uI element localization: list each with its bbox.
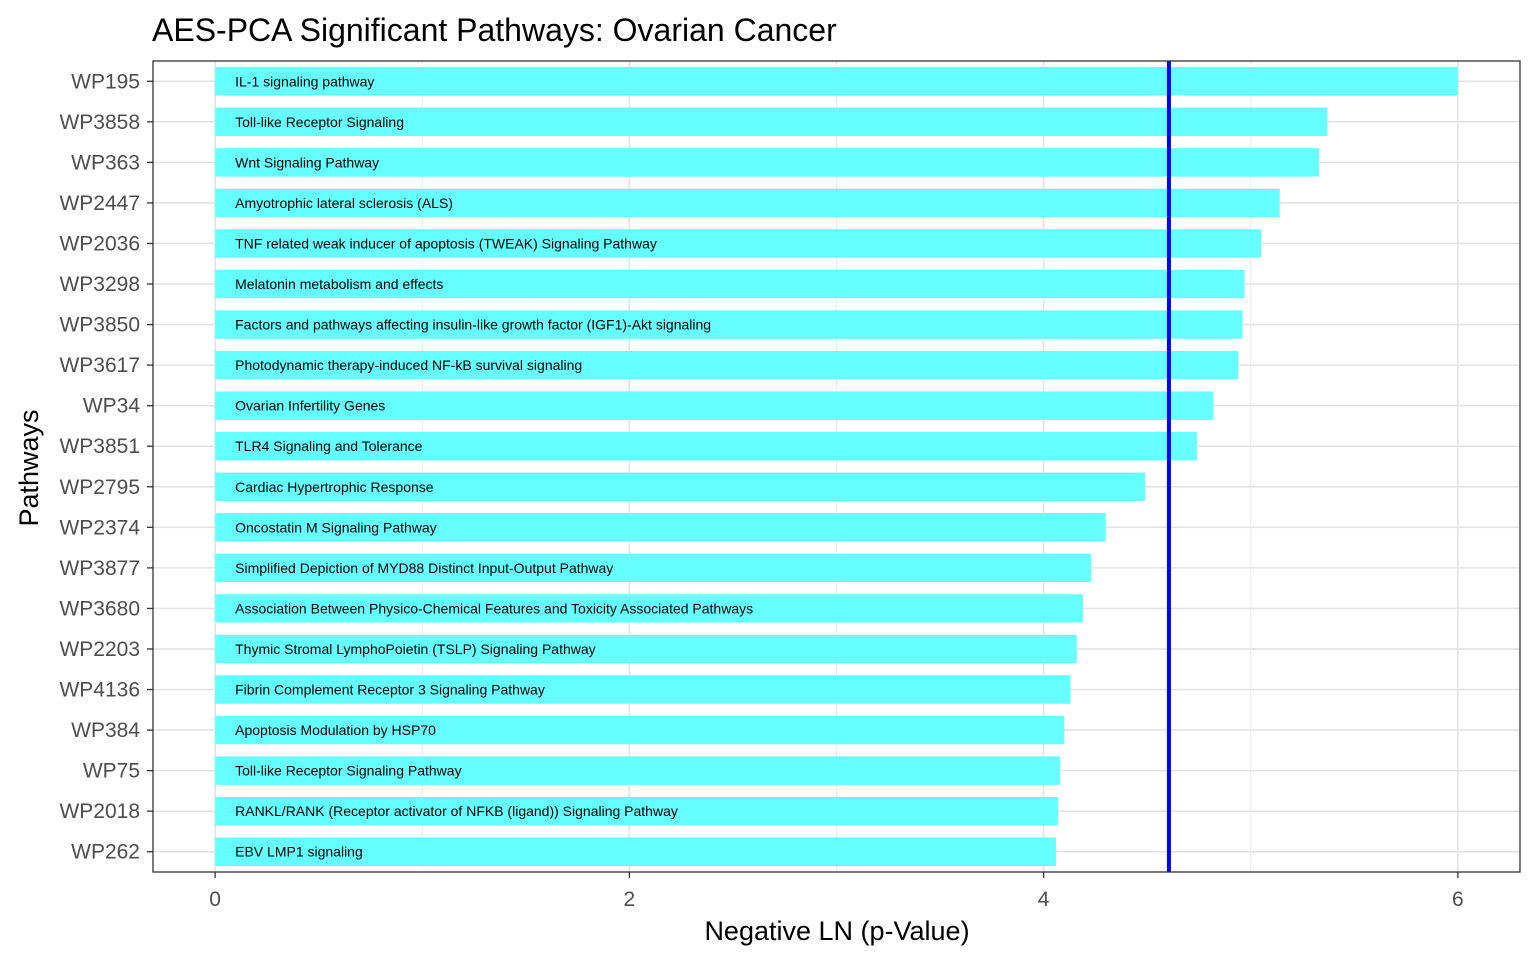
bar (215, 675, 1071, 704)
y-tick-label: WP2018 (59, 800, 140, 823)
bar-label: TLR4 Signaling and Tolerance (235, 438, 423, 454)
grid (153, 61, 1520, 872)
y-tick-label: WP2447 (59, 192, 140, 215)
bar-labels: IL-1 signaling pathway Toll-like Receptor… (235, 73, 753, 859)
y-tick-label: WP363 (71, 151, 140, 174)
bar (215, 796, 1059, 826)
bar-label: Wnt Signaling Pathway (235, 154, 379, 170)
bar-label: IL-1 signaling pathway (235, 73, 374, 89)
x-tick-label: 2 (624, 888, 636, 911)
bar-label: Amyotrophic lateral sclerosis (ALS) (235, 195, 453, 211)
x-axis-title: Negative LN (p-Value) (704, 916, 969, 946)
bar (215, 269, 1245, 299)
bar-label: Cardiac Hypertrophic Response (235, 479, 434, 495)
bar (215, 67, 1458, 96)
y-tick-label: WP262 (71, 841, 140, 864)
y-tick-label: WP3850 (59, 314, 140, 337)
y-tick-label: WP2036 (59, 232, 140, 255)
bar (215, 472, 1146, 501)
bar-label: Fibrin Complement Receptor 3 Signaling P… (235, 682, 545, 698)
y-tick-label: WP75 (83, 760, 140, 783)
y-tick-label: WP195 (71, 70, 140, 93)
bar-label: Photodynamic therapy-induced NF-kB survi… (235, 357, 582, 373)
bar-label: TNF related weak inducer of apoptosis (T… (235, 235, 657, 251)
bar (215, 229, 1262, 258)
bar-label: RANKL/RANK (Receptor activator of NFKB (… (235, 803, 678, 819)
y-tick-label: WP34 (83, 395, 141, 418)
bar (215, 391, 1214, 420)
y-tick-label: WP384 (71, 719, 140, 742)
bar-label: Association Between Physico-Chemical Fea… (235, 600, 753, 616)
bar (215, 837, 1057, 866)
bar (215, 310, 1243, 339)
bar (215, 634, 1077, 664)
x-axis-ticks: 0 2 4 6 (209, 872, 1464, 911)
bar-label: Melatonin metabolism and effects (235, 276, 443, 292)
x-tick-label: 4 (1038, 888, 1050, 911)
y-tick-label: WP3877 (59, 557, 140, 580)
bar (215, 756, 1061, 785)
chart-title: AES-PCA Significant Pathways: Ovarian Ca… (152, 12, 837, 48)
bar-label: Apoptosis Modulation by HSP70 (235, 722, 436, 738)
y-tick-label: WP4136 (59, 679, 140, 702)
x-tick-label: 0 (209, 888, 221, 911)
bar (215, 350, 1239, 380)
bar-label: Toll-like Receptor Signaling Pathway (235, 763, 461, 779)
y-tick-label: WP3680 (59, 597, 140, 620)
bars (215, 67, 1458, 866)
bar-label: Oncostatin M Signaling Pathway (235, 519, 437, 535)
y-axis-ticks: WP195 WP3858 WP363 WP2447 WP2036 WP3298 WP3850… (59, 70, 153, 864)
bar-label: Toll-like Receptor Signaling (235, 114, 404, 130)
y-axis-title: Pathways (14, 409, 44, 526)
y-tick-label: WP2203 (59, 638, 140, 661)
bar (215, 553, 1092, 583)
y-tick-label: WP3858 (59, 111, 140, 134)
bar (215, 188, 1280, 218)
bar (215, 513, 1106, 542)
bar (215, 715, 1065, 745)
bar-label: EBV LMP1 signaling (235, 844, 363, 860)
bar-label: Simplified Depiction of MYD88 Distinct I… (235, 560, 613, 576)
y-tick-label: WP3617 (59, 354, 140, 377)
bar-label: Ovarian Infertility Genes (235, 398, 385, 414)
bar (215, 107, 1328, 137)
x-tick-label: 6 (1452, 888, 1464, 911)
bar (215, 432, 1197, 461)
y-tick-label: WP2374 (59, 516, 140, 539)
bar (215, 594, 1083, 623)
y-tick-label: WP3298 (59, 273, 140, 296)
y-tick-label: WP3851 (59, 435, 140, 458)
bar-label: Factors and pathways affecting insulin-l… (235, 317, 711, 333)
bar-label: Thymic Stromal LymphoPoietin (TSLP) Sign… (235, 641, 596, 657)
panel-border (152, 60, 1521, 873)
bar (215, 148, 1320, 177)
y-tick-label: WP2795 (59, 476, 140, 499)
